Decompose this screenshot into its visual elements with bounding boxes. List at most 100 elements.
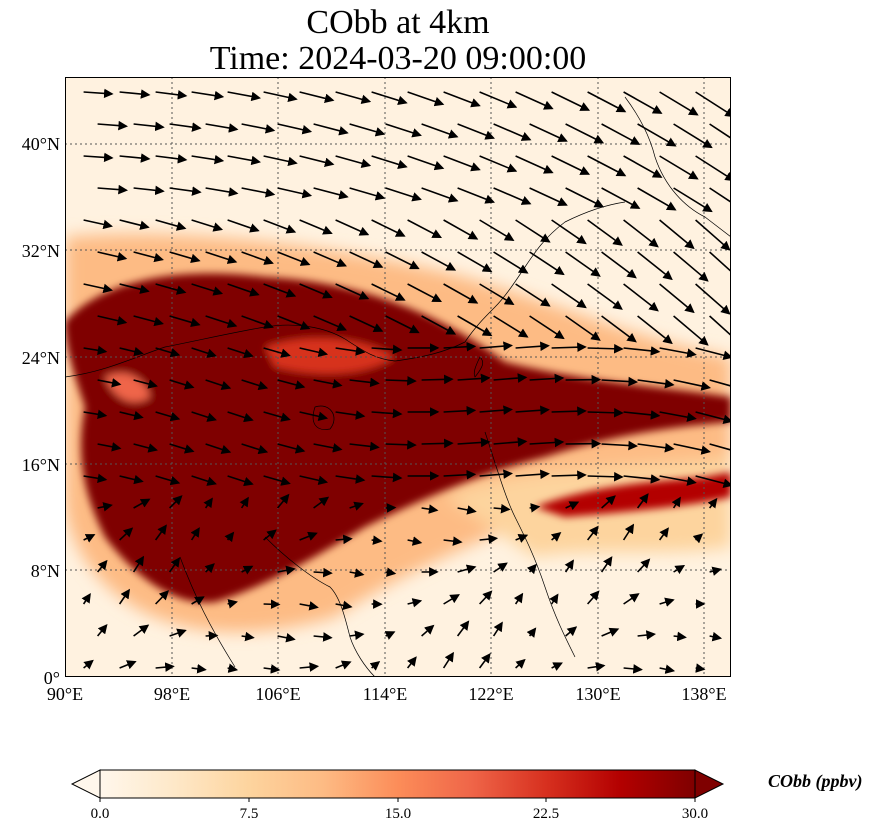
wind-arrow xyxy=(637,187,677,211)
wind-arrow xyxy=(299,531,318,541)
wind-arrow xyxy=(443,341,477,352)
wind-arrow xyxy=(263,219,297,234)
wind-arrow xyxy=(155,590,170,605)
wind-arrow xyxy=(551,406,587,416)
wind-arrow xyxy=(263,664,281,674)
wind-arrow xyxy=(671,496,681,509)
wind-arrow xyxy=(227,347,254,359)
wind-arrow xyxy=(421,315,457,335)
wind-arrow xyxy=(551,470,587,480)
wind-arrow xyxy=(550,531,562,542)
wind-arrow xyxy=(168,557,181,573)
colorbar-tick-15: 15.0 xyxy=(384,806,412,822)
wind-arrow xyxy=(421,187,459,203)
wind-arrow xyxy=(191,663,207,674)
wind-arrow xyxy=(515,405,550,416)
wind-arrow xyxy=(81,592,91,605)
wind-arrow xyxy=(227,219,260,233)
wind-arrow xyxy=(695,91,731,118)
wind-arrow xyxy=(169,251,201,264)
wind-arrow xyxy=(155,154,188,164)
wind-arrow xyxy=(263,347,291,358)
wind-arrow xyxy=(637,378,675,389)
wind-arrow xyxy=(169,495,183,509)
wind-arrow xyxy=(369,660,381,671)
lat-label-32n: 32°N xyxy=(21,241,60,261)
wind-arrow xyxy=(335,283,370,300)
wind-arrow xyxy=(349,441,380,452)
wind-arrow xyxy=(313,251,347,267)
wind-arrow xyxy=(241,123,276,134)
wind-arrow xyxy=(586,590,600,605)
wind-arrow xyxy=(263,283,297,298)
wind-arrow xyxy=(637,123,677,147)
wind-arrow xyxy=(421,374,454,385)
wind-arrow xyxy=(97,251,128,262)
wind-arrow xyxy=(133,121,165,132)
wind-arrow xyxy=(692,533,704,544)
wind-arrow xyxy=(659,91,699,116)
lon-label-114e: 114°E xyxy=(362,684,408,704)
wind-arrow xyxy=(551,155,591,175)
wind-arrow xyxy=(515,469,550,480)
wind-arrow xyxy=(313,567,333,578)
wind-arrow xyxy=(479,534,499,544)
wind-arrow xyxy=(276,493,290,509)
wind-arrow xyxy=(119,474,144,485)
wind-arrow xyxy=(479,283,515,306)
wind-arrow xyxy=(241,379,269,391)
wind-arrow xyxy=(623,219,659,248)
wind-arrow xyxy=(659,347,697,358)
colorbar-tick-22-5: 22.5 xyxy=(532,806,560,822)
wind-arrow xyxy=(623,410,661,420)
wind-arrow xyxy=(191,283,224,296)
wind-arrow xyxy=(623,155,663,178)
wind-arrow xyxy=(695,155,731,182)
wind-arrow xyxy=(695,411,731,424)
wind-arrow xyxy=(551,283,587,309)
wind-arrow xyxy=(479,91,518,109)
wind-arrow xyxy=(493,315,529,338)
wind-arrow xyxy=(83,88,114,99)
wind-arrow xyxy=(695,219,731,251)
wind-arrow xyxy=(227,475,254,487)
wind-arrow xyxy=(492,621,503,637)
wind-arrow xyxy=(204,563,215,574)
wind-arrow xyxy=(205,379,232,391)
wind-arrow xyxy=(385,440,417,450)
wind-arrow xyxy=(565,626,578,637)
plume-layer xyxy=(65,77,731,677)
wind-arrow xyxy=(277,251,311,266)
wind-arrow xyxy=(407,91,445,107)
wind-arrow xyxy=(587,283,623,310)
wind-arrow xyxy=(335,600,353,611)
wind-arrow xyxy=(227,411,254,423)
wind-arrow xyxy=(407,283,443,303)
wind-arrow xyxy=(493,437,528,447)
wind-arrow xyxy=(241,187,276,198)
wind-arrow xyxy=(673,123,713,149)
wind-arrow xyxy=(695,475,731,488)
wind-arrow xyxy=(564,559,574,573)
wind-arrow xyxy=(349,123,386,137)
wind-arrow xyxy=(443,283,479,304)
wind-arrow xyxy=(457,505,477,515)
wind-arrow xyxy=(119,219,150,230)
wind-arrow xyxy=(371,283,406,301)
wind-arrow xyxy=(587,662,606,672)
wind-arrow xyxy=(565,251,601,277)
wind-arrow xyxy=(587,219,623,246)
wind-arrow xyxy=(586,525,599,541)
wind-arrow xyxy=(371,472,403,483)
wind-arrow xyxy=(119,283,150,294)
wind-arrow xyxy=(205,443,232,455)
wind-arrow xyxy=(205,315,238,328)
wind-arrow xyxy=(407,536,423,546)
wind-arrow xyxy=(587,407,624,418)
wind-arrow xyxy=(673,379,711,391)
wind-arrow xyxy=(349,315,384,332)
wind-arrow xyxy=(709,123,731,140)
wind-arrow xyxy=(119,660,137,670)
wind-arrow xyxy=(133,315,164,327)
wind-arrow xyxy=(191,347,217,358)
